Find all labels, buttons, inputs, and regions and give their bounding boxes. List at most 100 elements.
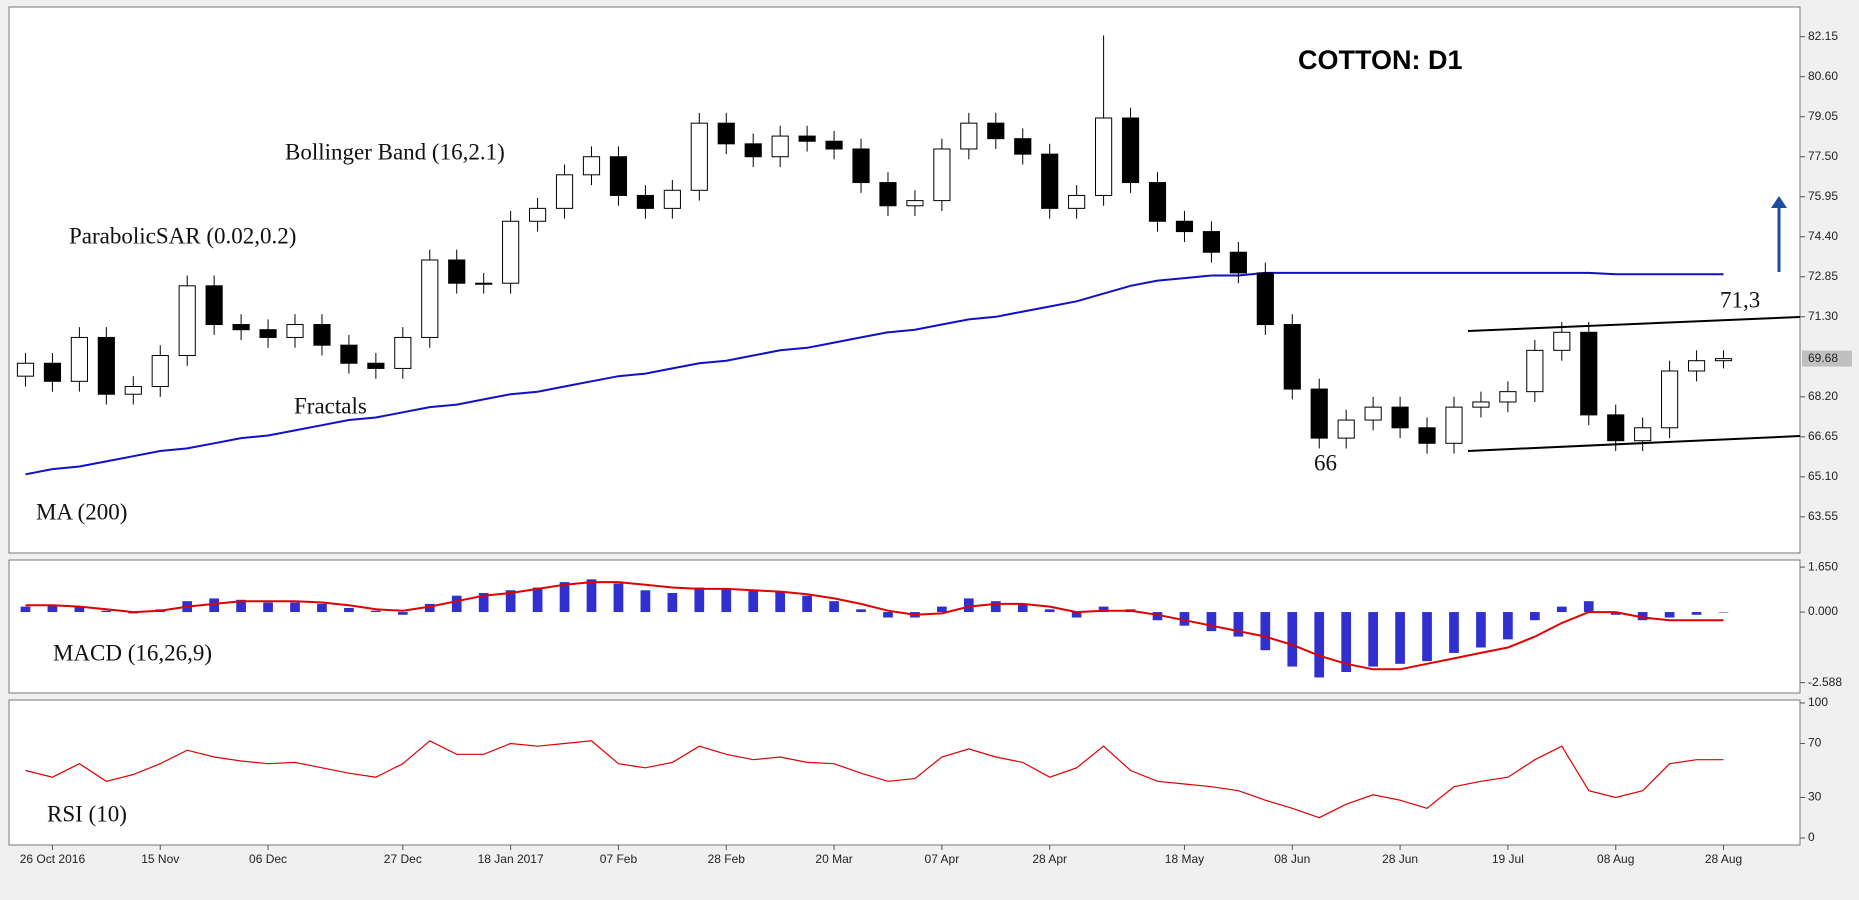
x-tick-label: 19 Jul — [1492, 852, 1524, 866]
macd-bar — [937, 606, 947, 613]
candle-body — [340, 344, 358, 364]
macd-bar — [1179, 612, 1190, 626]
macd-bar — [1260, 612, 1271, 651]
candle-body — [1310, 388, 1328, 439]
x-tick-label: 07 Apr — [925, 852, 960, 866]
candle-body — [771, 135, 789, 158]
macd-bar — [1503, 612, 1513, 640]
macd-bar — [775, 591, 786, 613]
macd-bar — [1610, 612, 1621, 615]
macd-bar — [856, 609, 866, 613]
candle-body — [124, 385, 142, 395]
macd-bar — [802, 595, 812, 613]
candle-body — [1256, 272, 1274, 326]
x-tick-label: 28 Aug — [1705, 852, 1742, 866]
y-tick-label: 0 — [1808, 830, 1815, 844]
macd-bar — [1044, 609, 1055, 613]
candle-body — [367, 362, 385, 369]
panel-title: RSI (10) — [47, 801, 127, 826]
candle-body — [16, 362, 35, 377]
candle-body — [987, 122, 1005, 140]
candle-body — [663, 189, 681, 209]
macd-bar — [667, 592, 678, 613]
channel-upper-line — [1467, 316, 1801, 332]
candle-body — [555, 174, 574, 209]
macd-bar — [1098, 606, 1109, 613]
candle-body — [448, 259, 466, 284]
macd-bar — [694, 587, 705, 613]
macd-bar — [1368, 612, 1378, 667]
macd-bar — [101, 610, 112, 613]
candle-body — [151, 355, 169, 387]
macd-bar — [1556, 606, 1567, 613]
moving-average-line — [25, 271, 1724, 476]
annotation: ParabolicSAR (0.02,0.2) — [69, 223, 296, 248]
annotation: 71,3 — [1720, 287, 1760, 312]
macd-bar — [1664, 612, 1675, 618]
candle-body — [205, 285, 223, 326]
macd-bar — [1233, 612, 1244, 637]
candle-body — [1068, 194, 1086, 209]
candle-body — [529, 207, 547, 222]
macd-bar — [1395, 612, 1405, 664]
candle-body — [1095, 117, 1113, 196]
annotation: 66 — [1314, 450, 1337, 475]
y-tick-label: 71.30 — [1808, 309, 1838, 323]
candle-body — [259, 329, 277, 338]
y-tick-label: -2.588 — [1808, 675, 1842, 689]
candle-body — [1472, 401, 1490, 408]
macd-bar — [963, 598, 974, 613]
macd-bar — [990, 601, 1001, 613]
y-tick-label: 68.20 — [1808, 389, 1838, 403]
candle-body — [178, 285, 196, 357]
macd-bar — [371, 610, 381, 613]
candle-body — [70, 336, 88, 382]
candle-body — [933, 148, 951, 202]
y-tick-label: 82.15 — [1808, 29, 1838, 43]
candle-body — [43, 362, 62, 382]
rsi-panel — [8, 699, 1801, 846]
macd-bar — [478, 592, 489, 613]
macd-bar — [236, 599, 246, 613]
candle-body — [1283, 324, 1301, 390]
candle-body — [744, 143, 762, 158]
macd-bar — [209, 598, 219, 613]
rsi-line — [25, 740, 1724, 819]
candle-body — [1148, 182, 1167, 222]
y-tick-label: 0.000 — [1808, 604, 1838, 618]
candle-body — [1364, 406, 1382, 421]
macd-bar — [74, 606, 85, 613]
macd-bar — [613, 583, 624, 613]
candle-body — [906, 200, 924, 207]
candle-body — [1041, 153, 1059, 209]
plot-layer: 82.15 80.60 79.05 77.50 75.95 74.40 72.85 71.30… — [16, 29, 1852, 866]
candle-body — [1607, 414, 1625, 442]
candle-body — [1580, 331, 1598, 416]
macd-bar — [1152, 612, 1163, 621]
candle-body — [1553, 331, 1571, 351]
y-tick-label: 75.95 — [1808, 189, 1838, 203]
x-tick-label: 28 Jun — [1382, 852, 1418, 866]
candle-body — [1202, 231, 1220, 253]
x-tick-label: 28 Feb — [708, 852, 746, 866]
candle-body — [97, 336, 115, 395]
macd-bar — [883, 612, 893, 618]
y-tick-label: 77.50 — [1808, 149, 1838, 163]
candle-body — [394, 336, 412, 369]
annotation: Bollinger Band (16,2.1) — [285, 139, 505, 164]
macd-bar — [263, 602, 273, 613]
candle-body — [1175, 220, 1194, 233]
x-tick-label: 20 Mar — [815, 852, 852, 866]
candle-body — [960, 122, 978, 150]
macd-bar — [1422, 612, 1432, 662]
candle-body — [1418, 427, 1436, 444]
candle-body — [421, 259, 439, 338]
y-tick-label: 30 — [1808, 790, 1822, 804]
candle-body — [1499, 391, 1517, 403]
macd-bar — [532, 587, 543, 613]
last-price-label: 69.68 — [1808, 351, 1838, 365]
macd-panel — [8, 559, 1801, 694]
y-tick-label: 79.05 — [1808, 109, 1838, 123]
macd-bar — [640, 590, 651, 613]
macd-bar — [559, 582, 570, 613]
